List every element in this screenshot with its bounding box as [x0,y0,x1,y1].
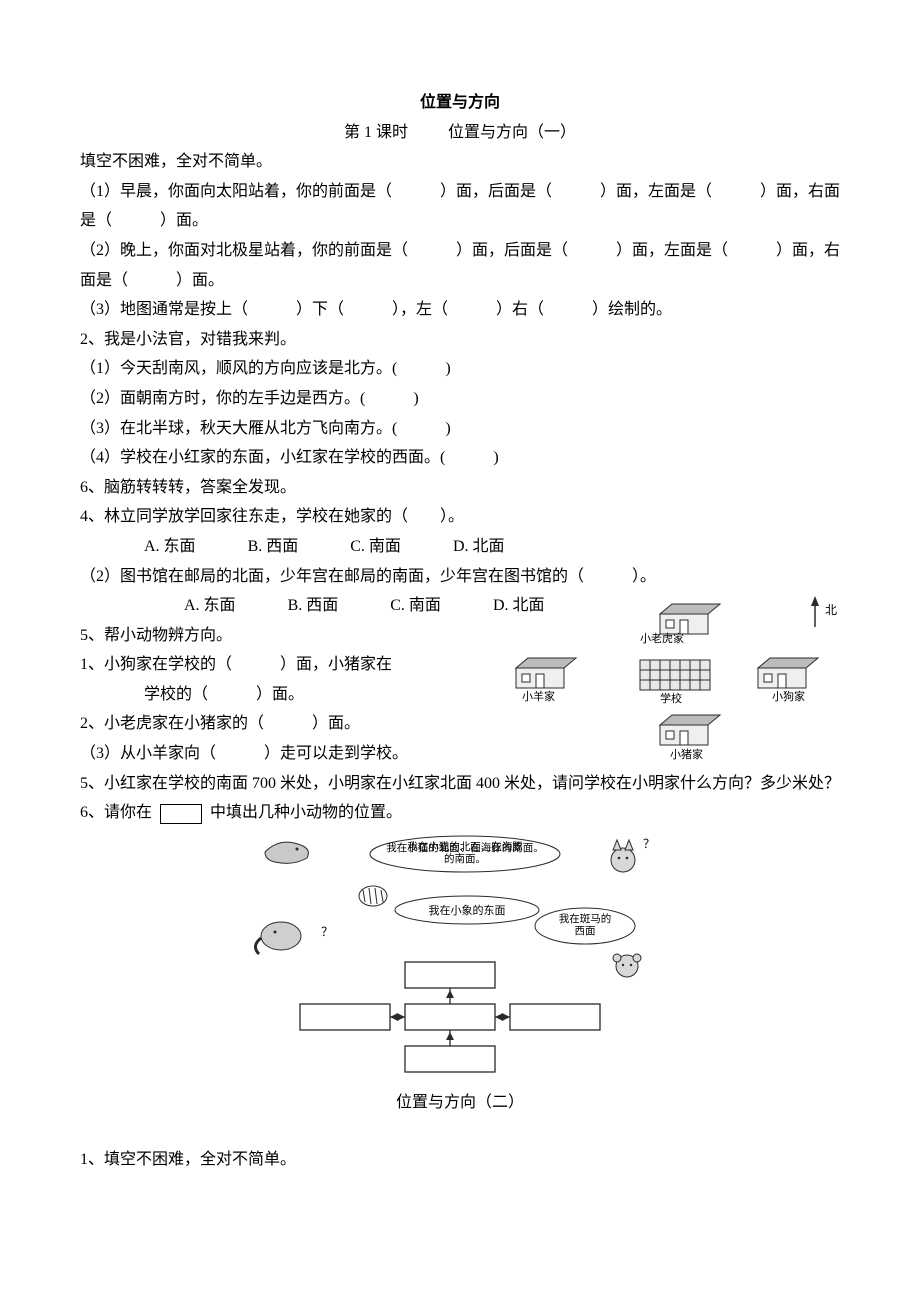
q4-text: 4、林立同学放学回家往东走，学校在她家的（ ）。 [80,502,840,532]
bubble3-line2: 西面 [575,926,596,937]
speech-bubble-2-icon: 我在小象的东面 [395,896,539,924]
q2-s3: （3）在北半球，秋天大雁从北方飞向南方。( ) [80,414,840,444]
label-dog: 小狗家 [772,689,805,703]
q4-opt-a: A. 东面 [144,532,196,562]
fig-houses: 北 小老虎家 小羊家 学校 [510,592,840,762]
zebra-icon [359,886,387,906]
q4b-opt-b: B. 西面 [288,591,339,621]
q4-opt-b: B. 西面 [248,532,299,562]
q1-s3: （3）地图通常是按上（ ）下（ ），左（ ）右（ ）绘制的。 [80,295,840,325]
bubble1-line2: 的南面。 [444,852,486,865]
house-tiger-icon [660,604,720,634]
answer-grid [300,962,600,1072]
q4b-text: （2）图书馆在邮局的北面，少年宫在邮局的南面，少年宫在图书馆的（ ）。 [80,562,840,592]
q4-opt-d: D. 北面 [453,532,505,562]
question-mark: ？ [643,837,655,851]
q3-intro: 6、脑筋转转转，答案全发现。 [80,473,840,503]
subtitle-text: 位置与方向（一） [448,124,576,141]
q1-intro: 填空不困难，全对不简单。 [80,147,840,177]
q5b-text: 5、小红家在学校的南面 700 米处，小明家在小红家北面 400 米处，请问学校… [80,769,840,799]
north-arrow-icon: 北 [811,596,837,627]
lesson-subtitle: 第 1 课时 位置与方向（一） [80,118,840,148]
q6-prefix: 6、请你在 [80,804,152,821]
elephant-q: ？ [321,925,333,939]
label-pig: 小猪家 [670,747,703,761]
elephant-icon [255,922,301,954]
q2-s2: （2）面朝南方时，你的左手边是西方。( ) [80,384,840,414]
q4b-opt-c: C. 南面 [390,591,441,621]
q2-s1: （1）今天刮南风，顺风的方向应该是北方。( ) [80,354,840,384]
house-pig-icon [660,715,720,745]
bubble2-text: 我在小象的东面 [429,903,506,917]
q4-options: A. 东面 B. 西面 C. 南面 D. 北面 [80,532,840,562]
sec2-q1: 1、填空不困难，全对不简单。 [80,1145,840,1175]
small-animal-icon [613,954,641,977]
section2-title: 位置与方向（二） [80,1088,840,1118]
q6-suffix: 中填出几种小动物的位置。 [210,804,402,821]
q1-s2: （2）晚上，你面对北极星站着，你的前面是（ ）面，后面是（ ）面，左面是（ ）面… [80,236,840,295]
house-dog-icon [758,658,818,688]
dolphin-icon [265,842,308,863]
bubble3-line1: 我在斑马的 [559,912,612,925]
q2-s4: （4）学校在小红家的东面，小红家在学校的西面。( ) [80,443,840,473]
q4b-opt-a: A. 东面 [184,591,236,621]
house-sheep-icon [516,658,576,688]
q2-intro: 2、我是小法官，对错我来判。 [80,325,840,355]
bubble1-line1: 我在小猫的北面、在海豚 [407,840,523,853]
label-school: 学校 [660,691,682,705]
label-tiger: 小老虎家 [640,631,684,645]
q6-text: 6、请你在 中填出几种小动物的位置。 [80,798,840,828]
fig-animals: 我在小猫的北面、在海豚的南面。 . 我在小猫的北面、在海豚 的南面。 ？ ？ 我… [245,832,675,1082]
school-icon [640,660,710,690]
page-title: 位置与方向 [80,88,840,118]
answer-box-icon [160,804,202,824]
speech-bubble-3-icon: 我在斑马的 西面 [535,908,635,944]
q4-opt-c: C. 南面 [350,532,401,562]
q1-s1: （1）早晨，你面向太阳站着，你的前面是（ ）面，后面是（ ）面，左面是（ ）面，… [80,177,840,236]
north-label: 北 [825,603,837,617]
cat-icon: ？ [611,837,655,872]
subtitle-prefix: 第 1 课时 [344,124,408,141]
label-sheep: 小羊家 [522,689,555,703]
